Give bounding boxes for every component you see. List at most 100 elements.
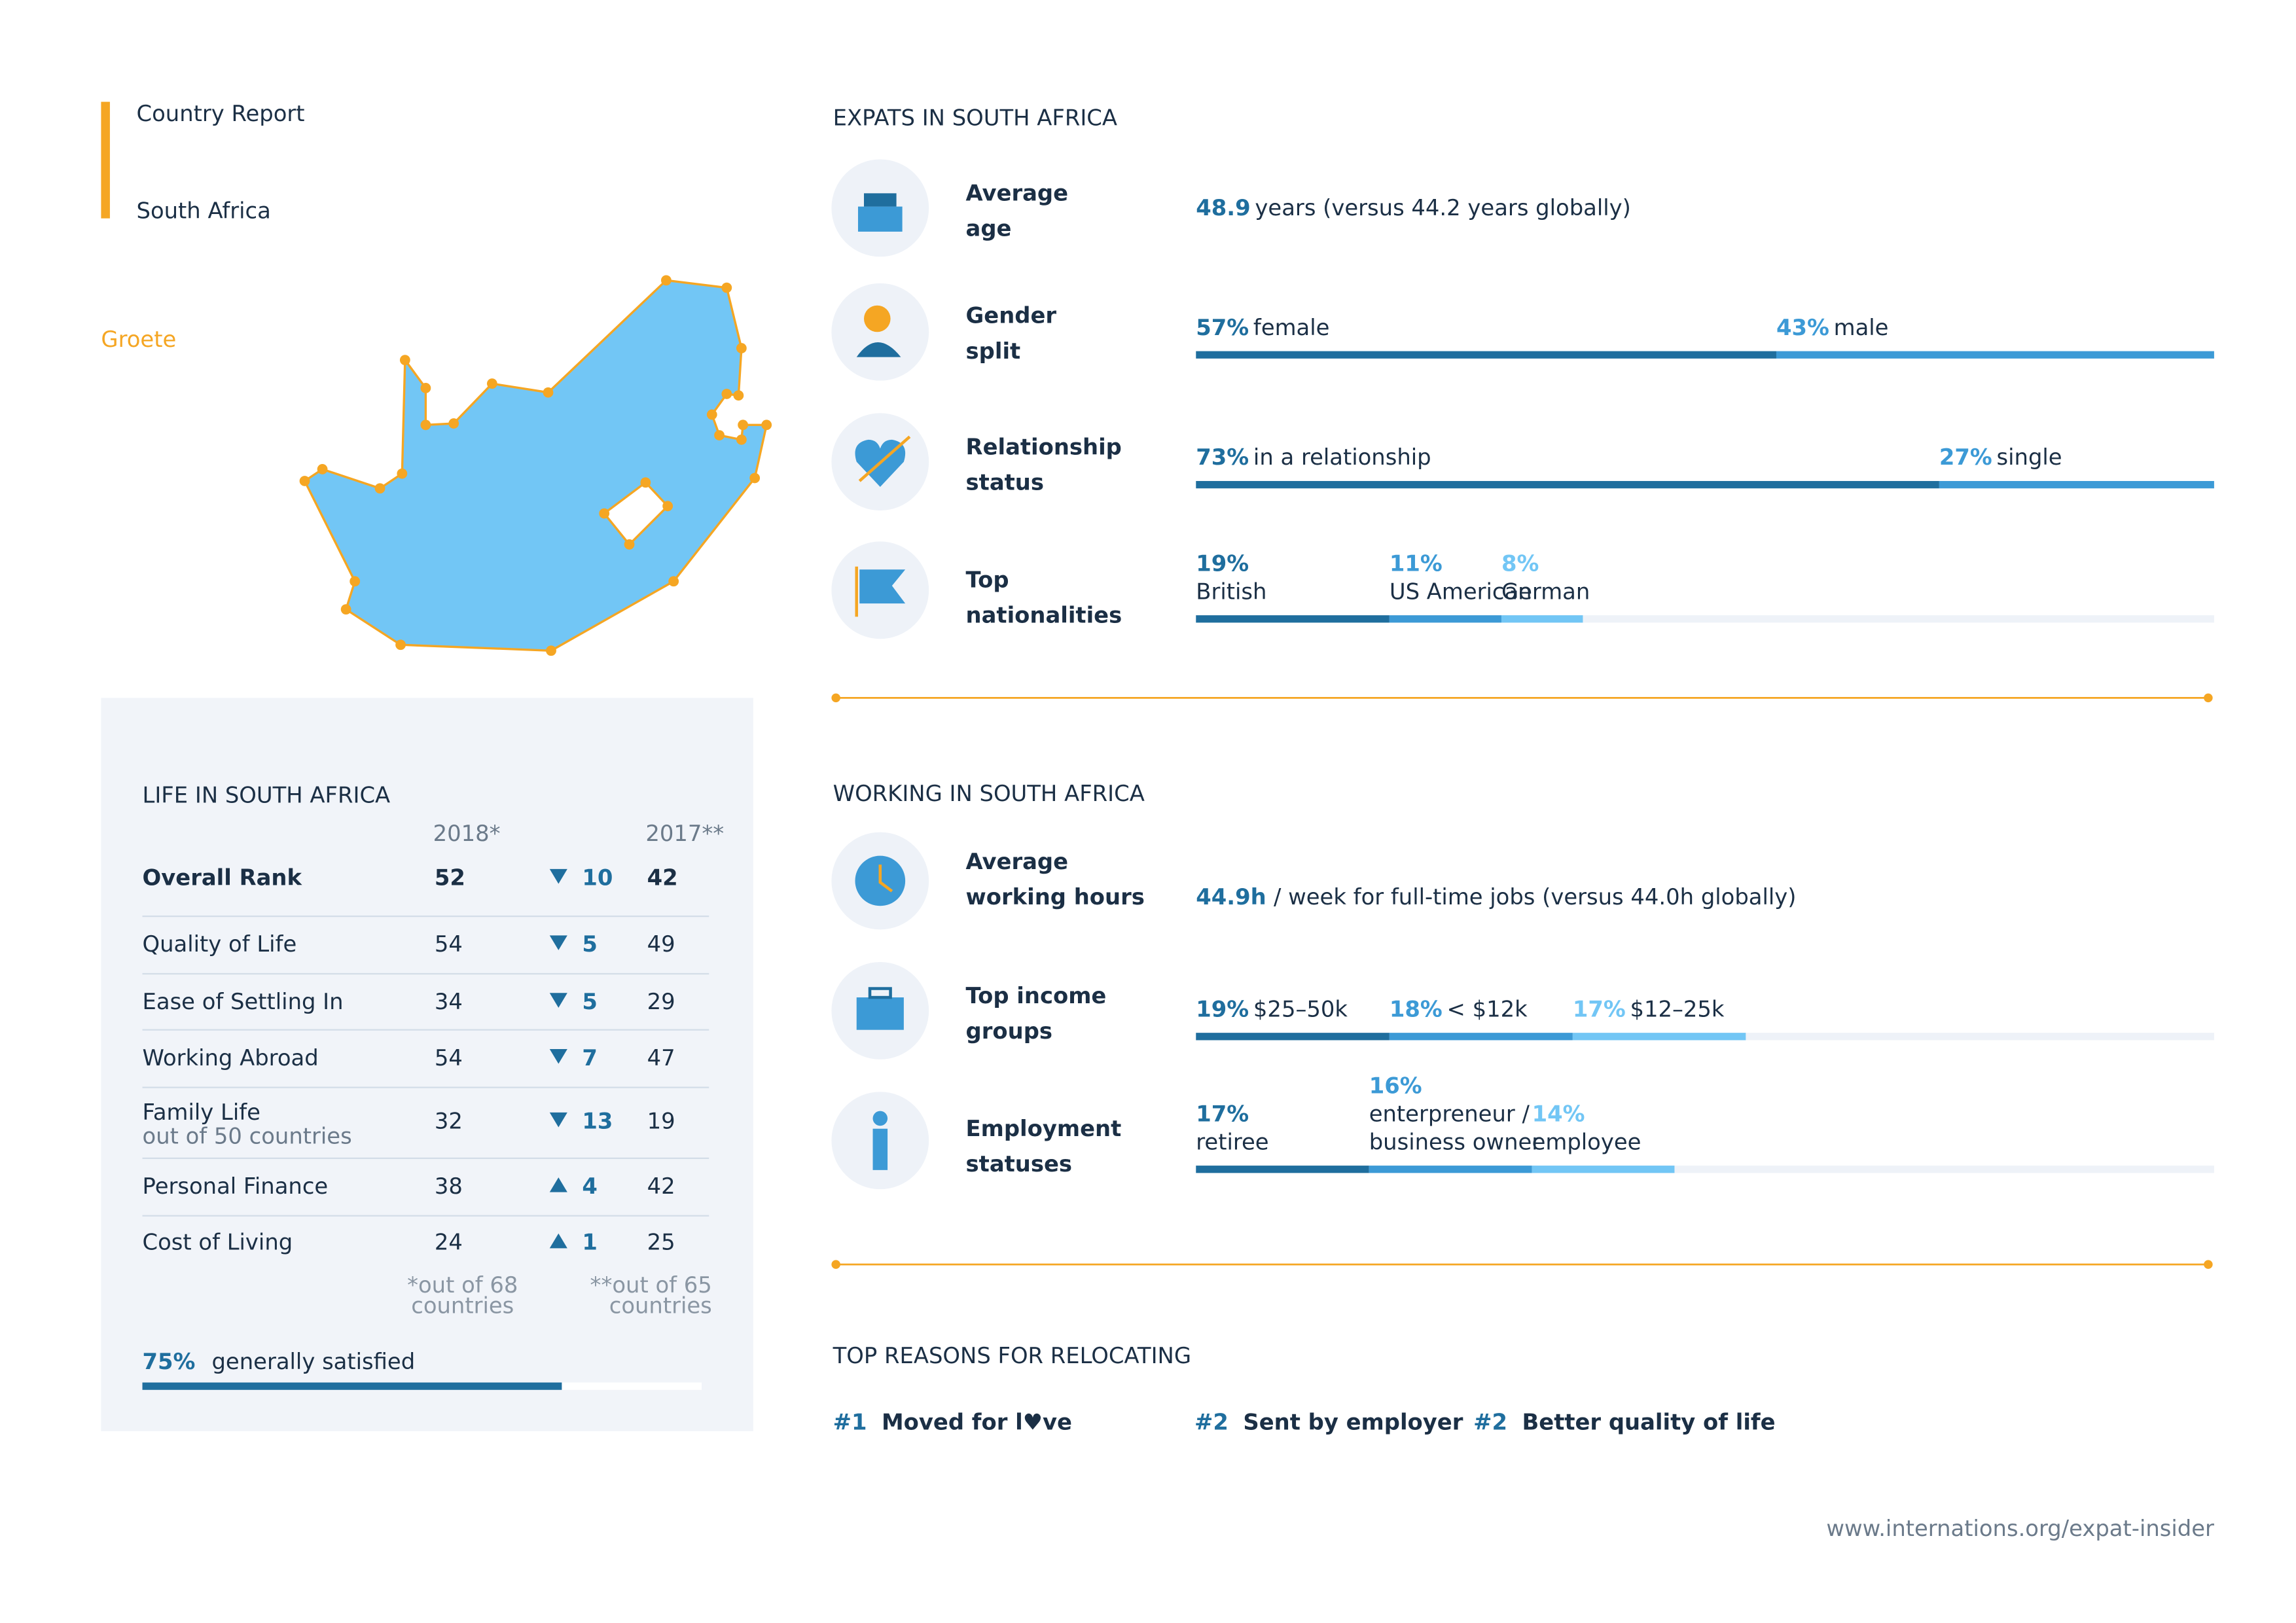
footnote: countries [609, 1293, 712, 1319]
reason-rank: #1 [833, 1410, 867, 1435]
footnote: **out of 65 [590, 1272, 712, 1298]
map-dot [706, 409, 717, 420]
rank-2017: 29 [647, 989, 675, 1014]
segment-value: 18% [1390, 996, 1443, 1022]
rank-2018: 32 [435, 1109, 463, 1134]
segment-value: 43% [1776, 315, 1829, 340]
map-dot [543, 387, 554, 398]
trend-arrow [549, 935, 567, 950]
map-dot [448, 418, 459, 429]
section-title: EXPATS IN SOUTH AFRICA [833, 105, 1117, 131]
trend-arrow [549, 1048, 567, 1064]
segment-name: German [1501, 579, 1590, 604]
row-label: Ease of Settling In [143, 989, 344, 1014]
map-dot [399, 355, 410, 365]
map-dot [624, 539, 635, 550]
row-title: Gender [966, 303, 1057, 329]
row-title: age [966, 216, 1012, 241]
bar-track [1196, 615, 2214, 623]
row-label: Quality of Life [143, 931, 297, 957]
map-dot [397, 468, 408, 479]
icon-person [872, 1128, 888, 1170]
reason-text: Moved for l♥ve [882, 1410, 1072, 1435]
map-dot [420, 419, 431, 431]
bar-segment [1572, 1033, 1746, 1041]
rank-change: 7 [582, 1045, 598, 1071]
map-dot [761, 419, 772, 431]
map-dot [733, 390, 744, 401]
row-label: Cost of Living [143, 1230, 293, 1255]
map-dot [662, 501, 673, 512]
map-dot [736, 434, 747, 445]
segment-value: 17% [1196, 1101, 1249, 1126]
segment-name: enterpreneur / [1369, 1101, 1530, 1126]
row-label: Personal Finance [143, 1173, 329, 1199]
section-title: LIFE IN SOUTH AFRICA [143, 782, 391, 808]
rank-change: 5 [582, 989, 598, 1014]
row-label: Working Abroad [143, 1045, 319, 1071]
rank-change: 13 [582, 1109, 613, 1134]
map-dot [721, 389, 732, 399]
rank-2017: 47 [647, 1045, 675, 1071]
accent-bar [101, 101, 110, 219]
map-dot [714, 430, 725, 440]
footer-url: www.internations.org/expat-insider [1826, 1516, 2214, 1541]
rank-2018: 54 [435, 931, 463, 957]
rank-2017: 42 [647, 1173, 675, 1199]
age-value: 48.9 [1196, 195, 1250, 221]
map-dot [340, 604, 351, 615]
bar-segment [1501, 615, 1583, 623]
reason-rank: #2 [1473, 1410, 1507, 1435]
rank-2018: 34 [435, 989, 463, 1014]
separator-dot [2204, 693, 2213, 703]
map-dot [668, 576, 679, 587]
icon-cake [857, 206, 903, 232]
bar-track [1196, 1166, 2214, 1173]
rank-2018: 54 [435, 1045, 463, 1071]
segment-value: 17% [1573, 996, 1626, 1022]
trend-arrow [549, 1177, 567, 1192]
rank-change: 5 [582, 931, 598, 957]
icon-head [864, 305, 891, 332]
title: South Africa [137, 198, 271, 224]
icon-handle [868, 987, 892, 999]
row-title: working hours [966, 884, 1145, 910]
segment-value: 27% [1939, 444, 1992, 470]
satisfied-value: 75% [143, 1349, 196, 1374]
segment-name: $25–50k [1253, 996, 1348, 1022]
section-title: WORKING IN SOUTH AFRICA [833, 781, 1145, 806]
segment-name: < $12k [1447, 996, 1528, 1022]
rank-change: 4 [582, 1173, 598, 1199]
segment-name: US American [1390, 579, 1532, 604]
bar-segment [1196, 1166, 1369, 1173]
icon-head2 [872, 1111, 888, 1126]
map-dot [738, 419, 749, 431]
hours-value: 44.9h [1196, 884, 1266, 910]
separator-dot [2204, 1260, 2213, 1269]
icon-arrow [858, 435, 911, 482]
bar-segment [1196, 615, 1390, 623]
rank-2017: 25 [647, 1230, 675, 1255]
rank-2018: 24 [435, 1230, 463, 1255]
separator-dot [831, 693, 840, 703]
segment-name: $12–25k [1630, 996, 1725, 1022]
row-title: status [966, 470, 1044, 495]
row-title: Average [966, 181, 1069, 206]
footnote: countries [411, 1293, 514, 1319]
rank-2017: 42 [647, 865, 678, 891]
bar-segment [1389, 615, 1501, 623]
bar-segment [1776, 351, 2214, 359]
bar-segment [1939, 480, 2214, 489]
segment-value: 19% [1196, 996, 1249, 1022]
map-dot [350, 576, 361, 587]
row-note: out of 50 countries [143, 1123, 352, 1149]
segment-name: in a relationship [1253, 444, 1431, 470]
map-dots [299, 275, 772, 656]
segment-name: female [1253, 315, 1330, 340]
row-title: Employment [966, 1116, 1122, 1141]
icon-hands [878, 865, 893, 893]
row-title: Relationship [966, 434, 1122, 459]
satisfied-text: generally satisfied [211, 1349, 415, 1374]
icon-body [856, 342, 901, 357]
reason-text: Better quality of life [1522, 1410, 1776, 1435]
